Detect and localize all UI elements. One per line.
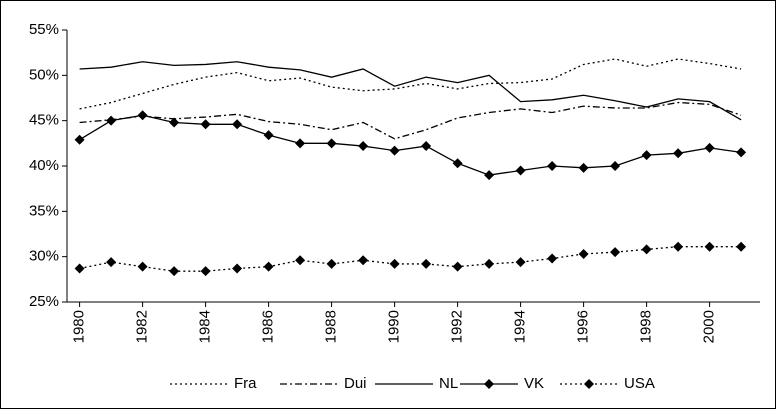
data-point bbox=[515, 165, 526, 176]
data-point bbox=[547, 253, 558, 264]
data-point bbox=[515, 257, 526, 268]
y-tick-label: 25% bbox=[29, 293, 59, 310]
y-tick-label: 30% bbox=[29, 248, 59, 265]
data-point bbox=[484, 258, 495, 269]
data-point bbox=[704, 142, 715, 153]
data-point bbox=[137, 110, 148, 121]
data-point bbox=[421, 141, 432, 152]
series-line bbox=[79, 61, 742, 121]
data-point bbox=[610, 247, 621, 258]
data-point bbox=[295, 138, 306, 149]
data-point bbox=[169, 117, 180, 128]
x-tick-label: 1996 bbox=[575, 310, 592, 343]
data-point bbox=[232, 263, 243, 274]
data-point bbox=[673, 241, 684, 252]
x-tick-label: 1988 bbox=[323, 310, 340, 343]
data-point bbox=[200, 119, 211, 130]
legend-label: VK bbox=[524, 375, 544, 392]
legend-label: USA bbox=[624, 375, 655, 392]
data-point bbox=[358, 141, 369, 152]
x-tick-label: 1982 bbox=[134, 310, 151, 343]
data-point bbox=[326, 138, 337, 149]
data-point bbox=[106, 115, 117, 126]
data-point bbox=[358, 255, 369, 266]
legend-marker bbox=[484, 379, 494, 389]
data-point bbox=[484, 170, 495, 181]
x-tick-label: 1984 bbox=[197, 310, 214, 343]
x-tick-label: 1998 bbox=[638, 310, 655, 343]
data-point bbox=[641, 244, 652, 255]
x-tick-label: 1980 bbox=[71, 310, 88, 343]
x-tick-label: 2000 bbox=[701, 310, 718, 343]
data-point bbox=[137, 261, 148, 272]
x-tick-label: 1986 bbox=[260, 310, 277, 343]
data-point bbox=[704, 241, 715, 252]
data-point bbox=[263, 130, 274, 141]
data-point bbox=[326, 258, 337, 269]
data-point bbox=[452, 158, 463, 169]
data-point bbox=[263, 261, 274, 272]
data-point bbox=[578, 162, 589, 173]
y-tick-label: 45% bbox=[29, 112, 59, 129]
data-point bbox=[736, 147, 747, 158]
y-tick-label: 50% bbox=[29, 66, 59, 83]
data-point bbox=[106, 257, 117, 268]
data-point bbox=[232, 119, 243, 130]
data-point bbox=[389, 145, 400, 156]
legend-marker bbox=[584, 379, 594, 389]
y-tick-label: 40% bbox=[29, 157, 59, 174]
data-point bbox=[200, 266, 211, 277]
x-tick-label: 1990 bbox=[386, 310, 403, 343]
data-point bbox=[547, 161, 558, 171]
data-point bbox=[74, 134, 85, 145]
data-point bbox=[295, 255, 306, 266]
series-line bbox=[79, 246, 742, 272]
y-tick-label: 55% bbox=[29, 21, 59, 38]
data-point bbox=[641, 150, 652, 161]
data-point bbox=[389, 258, 400, 269]
series-line bbox=[79, 101, 742, 140]
x-tick-label: 1994 bbox=[512, 310, 529, 343]
x-tick-label: 1992 bbox=[449, 310, 466, 343]
legend-label: Dui bbox=[344, 375, 367, 392]
y-tick-label: 35% bbox=[29, 202, 59, 219]
data-point bbox=[578, 248, 589, 259]
data-point bbox=[673, 148, 684, 159]
data-point bbox=[74, 263, 85, 274]
data-point bbox=[452, 261, 463, 272]
data-point bbox=[169, 266, 180, 277]
data-point bbox=[736, 241, 747, 252]
series-line bbox=[79, 114, 742, 176]
data-point bbox=[610, 161, 621, 171]
legend-label: Fra bbox=[234, 375, 257, 392]
data-point bbox=[421, 258, 432, 269]
legend-label: NL bbox=[439, 375, 458, 392]
